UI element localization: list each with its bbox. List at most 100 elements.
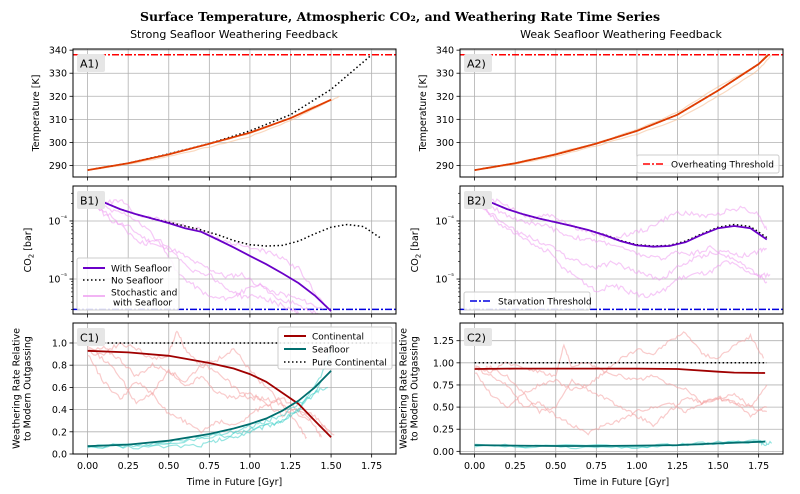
x-tick-label: 0.25 xyxy=(505,461,526,472)
x-tick-label: 0.00 xyxy=(77,461,98,472)
y-tick-label: 0.25 xyxy=(433,425,454,436)
y-axis-label: to Modern Outgassing xyxy=(23,336,34,441)
x-tick-label: 0.75 xyxy=(199,461,220,472)
series-seafloor xyxy=(87,370,332,448)
legend-label: Continental xyxy=(312,333,364,343)
y-tick-label: 0.50 xyxy=(433,403,454,414)
x-tick-label: 0.75 xyxy=(586,461,607,472)
legend-label: Stochastic and xyxy=(111,289,177,299)
axes-frame xyxy=(459,48,784,178)
y-tick-label: 0.2 xyxy=(52,427,67,438)
axes-frame xyxy=(459,322,784,455)
svg-text:C1): C1) xyxy=(80,332,99,345)
panel-label: A2) xyxy=(464,54,492,72)
panel-label: A1) xyxy=(77,54,105,72)
x-tick-label: 1.25 xyxy=(667,461,688,472)
y-axis-label: Temperature [K] xyxy=(418,75,429,153)
panel-label: C1) xyxy=(77,328,105,346)
y-tick-label: 310 xyxy=(49,115,67,126)
y-tick-label: 340 xyxy=(49,46,67,57)
y-tick-label: 0.0 xyxy=(52,450,67,461)
series-stochastic-and-with-seafloor xyxy=(95,203,324,310)
y-tick-label: 10⁻⁵ xyxy=(435,273,454,286)
y-tick-label: 300 xyxy=(436,138,454,149)
legend: With Seafloor No Seafloor Stochastic andwi… xyxy=(76,257,180,311)
y-tick-label: 0.8 xyxy=(52,361,67,372)
series-stochastic-and-with-seafloor xyxy=(95,205,300,314)
axes-frame xyxy=(72,322,397,455)
series-with-seafloor xyxy=(87,98,332,171)
series-stochastic xyxy=(474,54,768,171)
y-axis-label: to Modern Outgassing xyxy=(410,336,421,441)
svg-text:A2): A2) xyxy=(467,58,486,71)
series-seafloor-stochastic xyxy=(87,381,322,449)
series-with-seafloor xyxy=(474,54,770,171)
x-tick-label: 1.75 xyxy=(748,461,769,472)
series-continental-stochastic xyxy=(474,364,768,428)
y-axis-label: Weathering Rate Relative xyxy=(12,328,23,449)
x-tick-label: 1.50 xyxy=(707,461,728,472)
x-tick-label: 1.25 xyxy=(280,461,301,472)
y-axis-label: CO2 [bar] xyxy=(23,228,36,273)
y-tick-label: 1.0 xyxy=(52,338,67,349)
legend: Continental Seafloor Pure Continental xyxy=(277,326,393,370)
series-continental-stochastic xyxy=(87,348,329,434)
y-tick-label: 290 xyxy=(436,161,454,172)
series-seafloor xyxy=(474,440,766,447)
y-tick-label: 300 xyxy=(49,138,67,149)
x-tick-label: 0.00 xyxy=(464,461,485,472)
legend-label: Overheating Threshold xyxy=(671,161,774,171)
plot-area xyxy=(87,330,380,450)
y-tick-label: 290 xyxy=(49,161,67,172)
series-stochastic-and-with-seafloor xyxy=(103,198,329,310)
y-tick-label: 0.00 xyxy=(433,447,454,458)
series-stochastic xyxy=(482,208,767,281)
y-tick-label: 320 xyxy=(436,92,454,103)
y-tick-label: 10⁻⁴ xyxy=(435,214,454,227)
svg-text:C2): C2) xyxy=(467,332,486,345)
series-stochastic xyxy=(482,206,771,299)
series-stochastic xyxy=(482,198,768,241)
series-stochastic-and-with-seafloor xyxy=(95,199,319,314)
figure-title: Surface Temperature, Atmospheric CO₂, an… xyxy=(140,9,660,24)
series-stochastic xyxy=(87,104,316,171)
series-continental-stochastic xyxy=(87,330,308,440)
plot-area xyxy=(460,54,783,171)
x-axis-label: Time in Future [Gyr] xyxy=(573,477,670,488)
svg-text:B2): B2) xyxy=(467,195,486,208)
x-tick-label: 1.50 xyxy=(320,461,341,472)
y-tick-label: 330 xyxy=(436,69,454,80)
svg-text:A1): A1) xyxy=(80,58,99,71)
y-tick-label: 340 xyxy=(436,46,454,57)
series-stochastic xyxy=(474,54,773,171)
panel-label: C2) xyxy=(464,328,492,346)
grid xyxy=(460,49,783,177)
series-no-seafloor xyxy=(474,54,769,171)
y-tick-label: 0.4 xyxy=(52,405,67,416)
legend-label: With Seafloor xyxy=(111,265,172,275)
y-tick-label: 330 xyxy=(49,69,67,80)
x-tick-label: 0.25 xyxy=(118,461,139,472)
plot-area xyxy=(73,198,396,314)
legend-label: No Seafloor xyxy=(111,277,164,287)
series-with-seafloor xyxy=(490,201,768,248)
x-tick-label: 1.00 xyxy=(239,461,260,472)
column-title-weak: Weak Seafloor Weathering Feedback xyxy=(520,28,722,41)
legend: Starvation Threshold xyxy=(463,291,592,311)
series-continental xyxy=(87,349,332,438)
x-tick-label: 1.75 xyxy=(361,461,382,472)
panel-A2: 290 300 310 320 330 340 Temperature [K] A2) Over… xyxy=(418,46,784,181)
axes-frame xyxy=(459,185,784,315)
plot-area xyxy=(474,331,773,450)
series-continental xyxy=(474,367,766,374)
series-seafloor-stochastic xyxy=(87,386,328,448)
y-tick-label: 1.00 xyxy=(433,358,454,369)
series-stochastic xyxy=(87,95,340,171)
y-tick-label: 0.75 xyxy=(433,380,454,391)
y-tick-label: 10⁻⁵ xyxy=(48,273,67,286)
y-tick-label: 310 xyxy=(436,115,454,126)
panel-label: B1) xyxy=(77,191,105,209)
column-title-strong: Strong Seafloor Weathering Feedback xyxy=(130,28,338,41)
grid xyxy=(73,49,396,177)
y-tick-label: 1.25 xyxy=(433,336,454,347)
